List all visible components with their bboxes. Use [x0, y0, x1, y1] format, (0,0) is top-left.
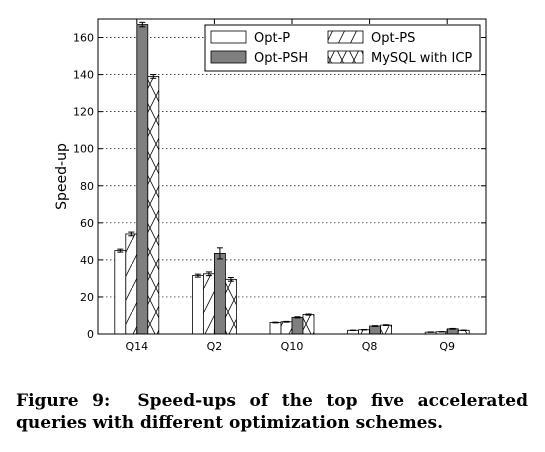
- speedup-bar-chart: 0 20 40 60 80 100 120 140 160 Q14 Q2 Q10 Q8 Q9 Speed-u…: [54, 18, 487, 353]
- x-tick-label-q2: Q2: [207, 340, 223, 353]
- plot-frame: [97, 18, 487, 335]
- bar-opt-p-q10: [269, 322, 282, 335]
- bar-opt-ps-q10: [280, 321, 293, 335]
- y-axis-label: Speed-up: [54, 143, 70, 210]
- y-tick-label: 80: [80, 180, 94, 193]
- legend-swatch-opt-ps: [327, 30, 364, 44]
- bar-mysql-with-icp-q14: [147, 76, 160, 335]
- legend-swatch-mysql-with-icp: [327, 50, 364, 64]
- figure-caption: Figure 9: Speed-ups of the top five acce…: [16, 390, 528, 434]
- y-tick-label: 0: [87, 328, 94, 341]
- legend-label-mysql-with-icp: MySQL with ICP: [371, 51, 472, 66]
- bar-mysql-with-icp-q8: [380, 324, 393, 335]
- x-tick-label-q8: Q8: [362, 340, 378, 353]
- y-tick-label: 60: [80, 217, 94, 230]
- bar-opt-p-q2: [191, 275, 204, 335]
- bar-opt-psh-q10: [291, 316, 304, 335]
- y-tick-label: 100: [73, 143, 94, 156]
- bar-opt-psh-q8: [369, 325, 382, 335]
- x-tick-label-q9: Q9: [439, 340, 455, 353]
- y-tick-label: 120: [73, 106, 94, 119]
- legend-label-opt-psh: Opt-PSH: [254, 51, 308, 66]
- bar-opt-ps-q2: [202, 273, 215, 335]
- bar-opt-p-q14: [114, 250, 127, 335]
- legend-swatch-opt-psh: [210, 50, 247, 64]
- x-tick-label-q10: Q10: [281, 340, 304, 353]
- y-tick-label: 40: [80, 254, 94, 267]
- bar-mysql-with-icp-q2: [224, 278, 237, 335]
- bar-mysql-with-icp-q10: [302, 314, 315, 335]
- caption-label: Figure 9:: [16, 391, 111, 411]
- bar-opt-ps-q14: [125, 233, 138, 335]
- y-tick-label: 20: [80, 291, 94, 304]
- legend-swatch-opt-p: [210, 30, 247, 44]
- legend-label-opt-ps: Opt-PS: [371, 31, 415, 46]
- y-tick-label: 140: [73, 69, 94, 82]
- bar-opt-psh-q2: [213, 252, 226, 335]
- bar-opt-psh-q14: [136, 24, 149, 335]
- legend-label-opt-p: Opt-P: [254, 31, 290, 46]
- x-tick-label-q14: Q14: [125, 340, 148, 353]
- y-tick-label: 160: [73, 32, 94, 45]
- caption-text: Speed-ups of the top five accelerated qu…: [16, 391, 529, 433]
